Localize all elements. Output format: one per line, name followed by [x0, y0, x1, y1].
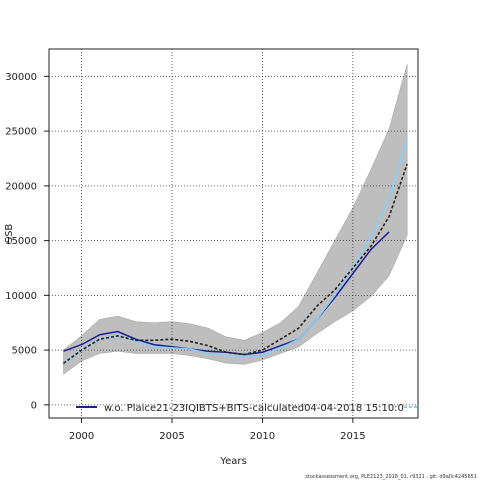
x-tick-label-0: 2000: [69, 431, 94, 442]
y-tick-label-5: 25000: [5, 127, 37, 138]
y-tick-label-0: 0: [31, 400, 37, 411]
x-tick-label-1: 2005: [159, 431, 184, 442]
plot-frame: [48, 48, 419, 419]
y-axis: 0 5000 10000 15000 20000 25000 30000: [5, 72, 49, 411]
series-line-2: [63, 163, 408, 364]
y-tick-label-1: 5000: [12, 346, 37, 357]
y-tick-label-3: 15000: [5, 236, 37, 247]
confidence-band-layer: [63, 64, 408, 375]
y-tick-label-6: 30000: [5, 72, 37, 83]
series-layer: [63, 138, 408, 364]
footer-credit: stockassessment.org, PLE2123_2018_01, r9…: [305, 474, 477, 480]
x-tick-label-3: 2015: [340, 431, 365, 442]
legend-label-0: w.o. Plaice21-23IQIBTS+BITS-calculated04…: [104, 403, 404, 414]
y-tick-label-4: 20000: [5, 181, 37, 192]
y-tick-label-2: 10000: [5, 291, 37, 302]
x-axis-label: Years: [219, 456, 246, 467]
confidence-band: [63, 64, 408, 375]
legend: w.o. Plaice21-23IQIBTS+BITS-calculated04…: [76, 403, 418, 414]
series-line-1: [63, 138, 408, 364]
y-axis-label: SSB: [4, 224, 15, 244]
x-axis: 2000 2005 2010 2015: [69, 418, 366, 442]
x-tick-label-2: 2010: [250, 431, 275, 442]
